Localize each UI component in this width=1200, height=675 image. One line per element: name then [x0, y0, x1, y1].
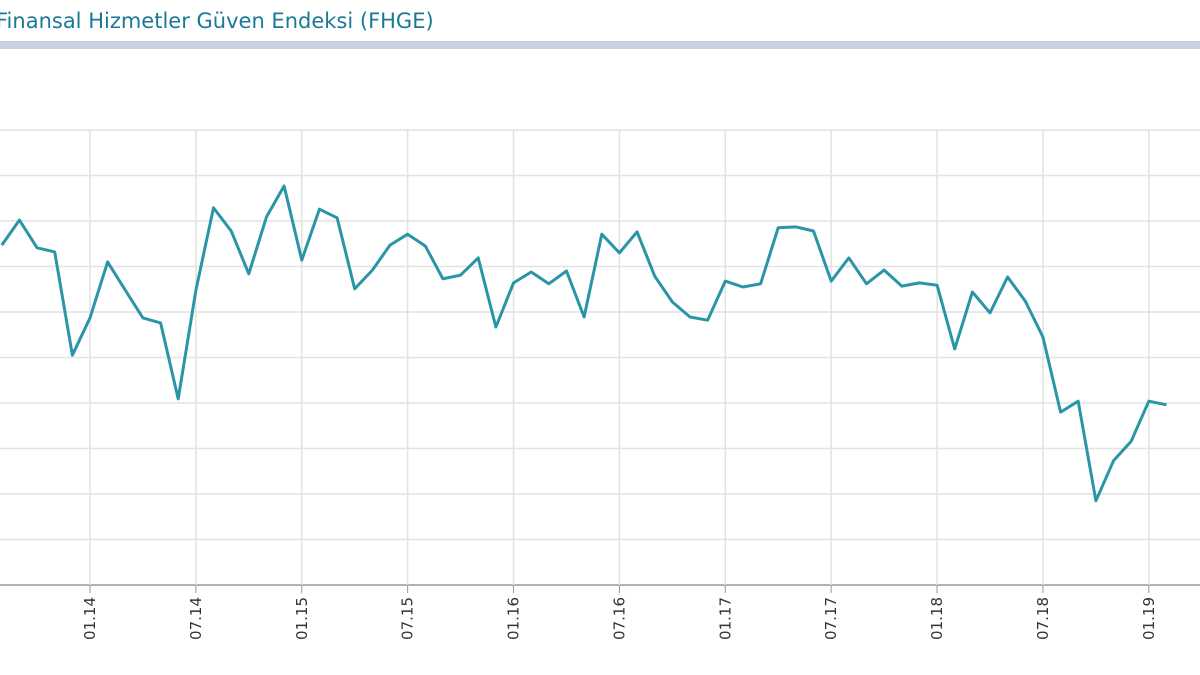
title-rule [0, 41, 1200, 49]
x-tick-label: 01.16 [505, 597, 523, 640]
chart-title: Finansal Hizmetler Güven Endeksi (FHGE) [0, 9, 434, 33]
x-tick-label: 07.14 [187, 597, 205, 640]
x-tick-label: 01.18 [928, 597, 946, 640]
x-tick-label: 01.14 [81, 597, 99, 640]
x-tick-label: 07.15 [399, 597, 417, 640]
x-tick-label: 07.17 [822, 597, 840, 640]
x-tick-label: 07.18 [1034, 597, 1052, 640]
data-line [0, 184, 1167, 503]
x-tick-label: 01.15 [293, 597, 311, 640]
x-tick-label: 01.17 [716, 597, 734, 640]
x-tick-label: 01.19 [1140, 597, 1158, 640]
x-tick-label: 07.16 [610, 597, 628, 640]
